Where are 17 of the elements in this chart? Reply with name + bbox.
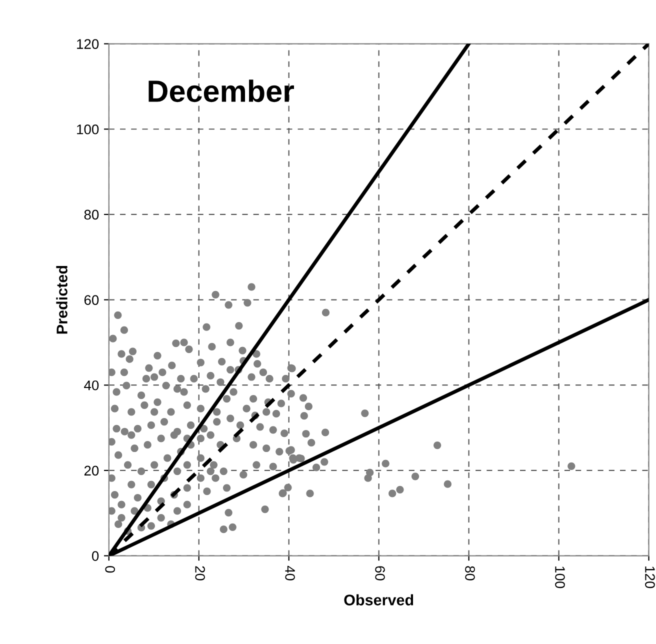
y-axis-title: Predicted [56,266,68,334]
x-tick-label: 100 [555,566,565,588]
y-tick-label: 60 [84,295,99,305]
x-tick-label: 40 [285,566,295,580]
x-tick-label: 0 [105,566,116,573]
x-tick-label: 20 [195,566,205,580]
y-tick-label: 100 [77,124,99,134]
x-tick-label: 80 [465,566,475,580]
y-tick-label: 0 [92,551,99,561]
y-tick-label: 120 [77,39,99,49]
text: December [148,80,294,102]
x-axis-title: Observed [344,594,414,606]
y-tick-label: 20 [84,466,99,476]
y-tick-label: 80 [84,210,99,220]
y-tick-label: 40 [84,380,99,390]
x-tick-label: 120 [645,566,655,588]
x-tick-label: 60 [375,566,385,580]
